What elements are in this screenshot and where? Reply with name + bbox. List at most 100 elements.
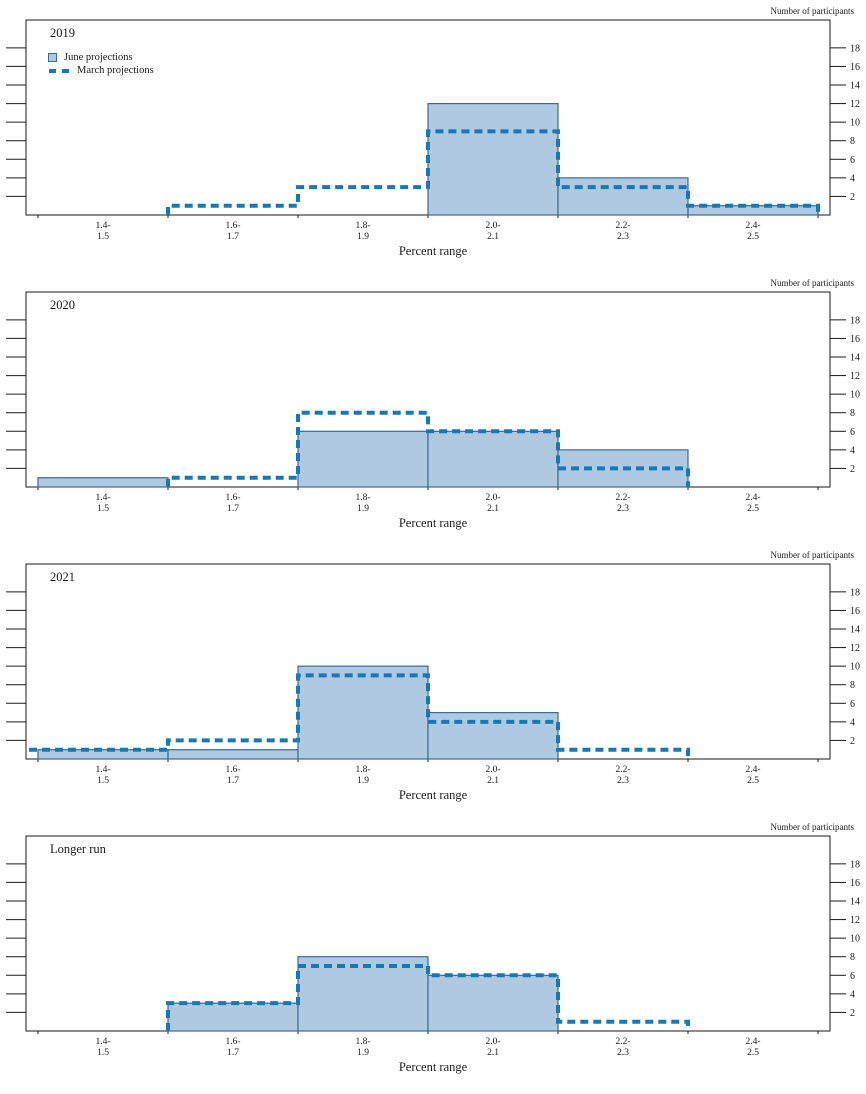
y-tick-label: 10 (850, 934, 860, 945)
x-tick-label: 2.0- 2.1 (485, 1037, 501, 1058)
x-axis-title: Percent range (398, 1060, 468, 1074)
march-projections-line (29, 673, 690, 759)
chart-2020-histogram: 2 4 6 8 10 12 14 16 18 (6, 291, 860, 490)
y-tick-label: 6 (850, 155, 855, 166)
y-tick-label: 12 (850, 99, 860, 110)
y-tick-label: 14 (850, 625, 860, 636)
june-projection-bar (557, 177, 689, 216)
panel-title-2019: 2019 (50, 26, 75, 40)
x-axis-title: Percent range (398, 516, 468, 530)
x-tick-label: 1.6- 1.7 (225, 765, 241, 786)
june-projection-bar (297, 430, 429, 488)
y-tick-label: 12 (850, 643, 860, 654)
y-tick-label: 2 (850, 1008, 855, 1019)
june-bar-swatch (48, 53, 57, 62)
y-tick-label: 8 (850, 952, 855, 963)
y-tick-label: 10 (850, 118, 860, 129)
x-tick-label: 1.4- 1.5 (95, 765, 111, 786)
panel-title-2020: 2020 (50, 298, 75, 312)
june-projection-bar (167, 1002, 299, 1032)
legend-june-row: June projections (48, 51, 154, 64)
y-axis-title: Number of participants (770, 822, 854, 832)
chart-2019-histogram: 2 4 6 8 10 12 14 16 18 (6, 19, 860, 218)
x-tick-label: 2.4- 2.5 (745, 765, 761, 786)
panel-longer-run: Number of participants 2 4 6 8 10 12 14 16 18 Lo… (0, 820, 866, 1092)
legend: June projections March projections (48, 51, 154, 77)
x-tick-label: 1.8- 1.9 (355, 221, 371, 242)
panel-title-longer-run: Longer run (50, 842, 106, 856)
x-axis-tick-labels: 1.4- 1.5 1.6- 1.7 1.8- 1.9 2.0- 2.1 2.2- 2.3 2.4- 2… (0, 220, 866, 244)
x-tick-label: 2.0- 2.1 (485, 221, 501, 242)
panel-2020: Number of participants 2 4 6 8 10 12 14 16 18 20… (0, 276, 866, 548)
x-tick-label: 1.4- 1.5 (95, 1037, 111, 1058)
march-line-swatch (49, 68, 70, 73)
march-projections-line (166, 129, 820, 215)
chart-area-longer-run: 2 4 6 8 10 12 14 16 18 Longer run 1.4- 1.5 1.6- 1.7… (0, 834, 866, 1060)
y-axis-title: Number of participants (770, 550, 854, 560)
y-tick-label: 8 (850, 680, 855, 691)
y-tick-label: 18 (850, 587, 860, 598)
legend-march-row: March projections (48, 64, 154, 77)
chart-area-2021: 2 4 6 8 10 12 14 16 18 2021 1.4- 1.5 1.6- 1.7 1.8- 1.… (0, 562, 866, 788)
june-projection-bar (427, 711, 559, 760)
y-tick-label: 10 (850, 390, 860, 401)
june-projection-bar (427, 102, 559, 216)
x-tick-label: 1.6- 1.7 (225, 493, 241, 514)
x-tick-label: 2.4- 2.5 (745, 1037, 761, 1058)
y-axis-title: Number of participants (770, 6, 854, 16)
x-axis-title: Percent range (398, 788, 468, 802)
x-tick-label: 2.2- 2.3 (615, 221, 631, 242)
x-tick-label: 2.0- 2.1 (485, 493, 501, 514)
y-tick-label: 6 (850, 427, 855, 438)
y-tick-label: 14 (850, 353, 860, 364)
legend-march-label: March projections (77, 65, 154, 76)
x-tick-label: 1.4- 1.5 (95, 493, 111, 514)
y-tick-label: 4 (850, 717, 855, 728)
y-tick-label: 4 (850, 989, 855, 1000)
y-tick-label: 16 (850, 62, 860, 73)
y-tick-label: 18 (850, 859, 860, 870)
y-tick-label: 4 (850, 173, 855, 184)
june-projection-bar (37, 477, 169, 488)
y-tick-label: 8 (850, 408, 855, 419)
y-tick-label: 6 (850, 971, 855, 982)
june-projection-bar (427, 430, 559, 488)
panel-title-2021: 2021 (50, 570, 75, 584)
y-tick-label: 12 (850, 371, 860, 382)
x-tick-label: 2.4- 2.5 (745, 493, 761, 514)
x-tick-label: 1.8- 1.9 (355, 1037, 371, 1058)
y-tick-label: 2 (850, 192, 855, 203)
x-tick-label: 2.4- 2.5 (745, 221, 761, 242)
x-axis-tick-labels: 1.4- 1.5 1.6- 1.7 1.8- 1.9 2.0- 2.1 2.2- 2.3 2.4- 2… (0, 492, 866, 516)
y-tick-label: 10 (850, 662, 860, 673)
x-tick-label: 1.4- 1.5 (95, 221, 111, 242)
x-tick-label: 2.2- 2.3 (615, 1037, 631, 1058)
march-projections-line (166, 410, 690, 487)
chart-2021-histogram: 2 4 6 8 10 12 14 16 18 (6, 563, 860, 762)
march-projections-line (166, 964, 690, 1031)
x-axis-tick-labels: 1.4- 1.5 1.6- 1.7 1.8- 1.9 2.0- 2.1 2.2- 2.3 2.4- 2… (0, 764, 866, 788)
x-axis-tick-labels: 1.4- 1.5 1.6- 1.7 1.8- 1.9 2.0- 2.1 2.2- 2.3 2.4- 2… (0, 1036, 866, 1060)
y-tick-label: 2 (850, 736, 855, 747)
y-tick-label: 12 (850, 915, 860, 926)
y-tick-label: 16 (850, 878, 860, 889)
y-tick-label: 16 (850, 606, 860, 617)
june-projection-bar (167, 749, 299, 760)
x-tick-label: 2.0- 2.1 (485, 765, 501, 786)
y-tick-label: 18 (850, 43, 860, 54)
chart-area-2019: 2 4 6 8 10 12 14 16 18 2019 June projections Mar… (0, 18, 866, 244)
june-projection-bar (297, 665, 429, 760)
panel-2019: Number of participants 2 4 6 8 10 12 14 16 18 20… (0, 4, 866, 276)
y-tick-label: 16 (850, 334, 860, 345)
y-tick-label: 2 (850, 464, 855, 475)
chart-area-2020: 2 4 6 8 10 12 14 16 18 2020 1.4- 1.5 1.6- 1.7 1.8- 1.… (0, 290, 866, 516)
x-tick-label: 1.6- 1.7 (225, 1037, 241, 1058)
panel-2021: Number of participants 2 4 6 8 10 12 14 16 18 20… (0, 548, 866, 820)
y-tick-label: 14 (850, 897, 860, 908)
x-tick-label: 1.6- 1.7 (225, 221, 241, 242)
y-tick-label: 18 (850, 315, 860, 326)
x-axis-title: Percent range (398, 244, 468, 258)
y-tick-label: 14 (850, 81, 860, 92)
y-tick-label: 8 (850, 136, 855, 147)
